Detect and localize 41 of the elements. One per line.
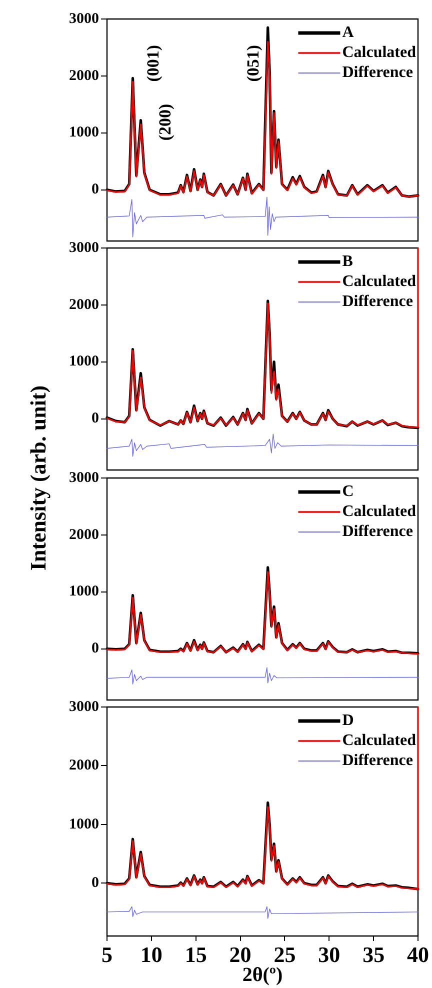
legend-label: B (342, 253, 354, 270)
legend-label: Calculated (342, 44, 416, 62)
y-tick-label: 1000 (69, 124, 99, 141)
y-tick-label: 3000 (69, 10, 99, 27)
x-tick-label: 30 (318, 942, 340, 967)
y-tick-label: 2000 (69, 296, 99, 313)
legend-label: Calculated (342, 273, 416, 290)
x-tick-label: 10 (140, 942, 162, 967)
legend-label: Difference (342, 523, 414, 540)
y-tick-label: 1000 (69, 816, 99, 832)
x-tick-label: 40 (407, 942, 429, 967)
y-tick-label: 0 (92, 875, 99, 892)
legend-label: Difference (342, 64, 414, 82)
legend-label: Difference (342, 752, 414, 770)
legend-label: D (342, 712, 354, 730)
y-tick-label: 2000 (69, 68, 99, 84)
legend-label: Calculated (342, 503, 416, 520)
x-tick-label: 15 (184, 942, 207, 967)
x-tick-label: 20 (229, 942, 252, 967)
x-tick-label: 5 (102, 942, 112, 967)
y-tick-label: 3000 (69, 698, 99, 715)
y-tick-label: 0 (92, 410, 99, 427)
y-axis-title: Intensity (arb. unit) (26, 385, 52, 571)
y-tick-label: 1000 (69, 354, 99, 370)
y-tick-label: 0 (92, 182, 99, 198)
x-axis-title: 2θ(º) (242, 964, 283, 986)
y-tick-label: 2000 (69, 758, 99, 774)
y-tick-label: 2000 (69, 526, 99, 543)
annotation: (001) (144, 44, 163, 82)
legend-label: A (342, 24, 354, 42)
y-tick-label: 1000 (69, 584, 99, 600)
y-tick-label: 0 (92, 640, 99, 657)
y-tick-label: 3000 (69, 240, 99, 256)
legend-label: Calculated (342, 732, 416, 750)
legend-label: C (342, 483, 354, 500)
legend-label: Difference (342, 293, 414, 310)
x-tick-label: 35 (362, 942, 385, 967)
y-tick-label: 3000 (69, 470, 99, 486)
annotation: (051) (243, 44, 262, 82)
x-tick-label: 25 (274, 942, 296, 967)
annotation: (200) (155, 104, 174, 141)
